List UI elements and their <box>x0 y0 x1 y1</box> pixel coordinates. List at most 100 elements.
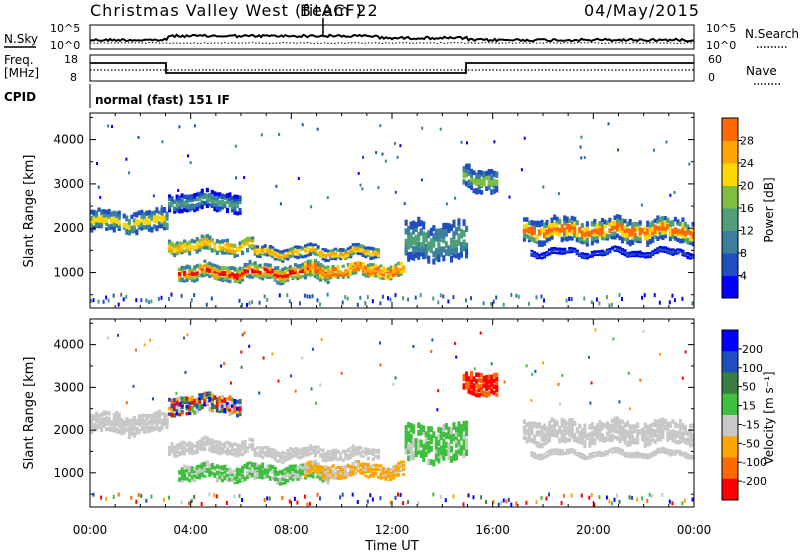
velocity-cell <box>366 451 370 455</box>
power-cell <box>356 260 360 266</box>
power-cell <box>236 268 240 274</box>
velocity-cell <box>492 390 496 396</box>
velocity-cell <box>538 430 542 437</box>
power-cell <box>321 266 325 270</box>
power-cell <box>691 227 695 232</box>
velocity-cell <box>193 449 197 453</box>
power-cell <box>678 229 683 235</box>
power-cell <box>210 296 213 301</box>
velocity-cell <box>605 425 610 430</box>
power-cell <box>691 236 695 242</box>
velocity-cell <box>472 383 476 388</box>
velocity-cell <box>213 449 217 454</box>
velocity-cell <box>663 447 667 450</box>
power-cell <box>188 276 192 281</box>
velocity-cell <box>180 451 184 456</box>
velocity-cell <box>329 468 333 472</box>
power-cell <box>480 182 484 187</box>
power-cell <box>132 221 136 226</box>
velocity-cell <box>354 466 358 470</box>
power-cell <box>444 248 448 256</box>
velocity-cell <box>658 427 662 433</box>
power-cell <box>205 187 209 193</box>
velocity-cell <box>238 474 242 478</box>
velocity-cell <box>651 422 655 427</box>
velocity-cell <box>140 493 143 498</box>
velocity-cell <box>316 469 320 473</box>
power-cell <box>253 274 257 278</box>
power-cell <box>326 251 330 255</box>
power-cell <box>477 174 481 180</box>
power-cell <box>301 255 305 259</box>
power-cell <box>190 244 194 250</box>
velocity-cell <box>459 429 464 436</box>
power-cell <box>210 189 214 195</box>
power-cell <box>588 254 592 257</box>
velocity-cell <box>666 421 670 428</box>
power-cell <box>331 255 335 259</box>
velocity-cell <box>170 412 174 418</box>
velocity-cell <box>241 478 245 483</box>
velocity-cell <box>236 471 240 476</box>
velocity-cell <box>608 499 611 504</box>
power-cell <box>208 267 212 272</box>
velocity-cell <box>301 450 305 453</box>
power-cell <box>575 253 579 256</box>
velocity-cell <box>686 453 690 455</box>
velocity-cell <box>218 446 222 450</box>
velocity-cell <box>258 450 262 454</box>
velocity-cell <box>238 408 242 412</box>
power-cell <box>568 235 572 241</box>
velocity-cell <box>646 453 650 456</box>
velocity-cell <box>208 492 211 497</box>
power-cell <box>545 232 549 238</box>
velocity-cell <box>678 428 683 433</box>
velocity-cell <box>147 420 152 425</box>
power-cell <box>392 272 396 278</box>
velocity-cell <box>198 443 202 447</box>
velocity-cell <box>225 478 230 482</box>
power-cell <box>193 279 197 283</box>
power-cell <box>301 268 305 273</box>
velocity-cell <box>465 425 469 431</box>
power-cell <box>283 254 287 258</box>
power-cell <box>676 221 680 226</box>
power-cell <box>651 225 655 232</box>
power-cell <box>188 274 192 278</box>
velocity-cell <box>195 471 199 476</box>
power-cell <box>195 197 199 202</box>
velocity-cell <box>271 453 275 456</box>
velocity-cell <box>127 426 131 431</box>
power-cell <box>291 253 295 258</box>
velocity-cell <box>339 476 343 480</box>
power-cell <box>522 228 527 233</box>
x-tick-label: 20:00 <box>576 523 611 537</box>
power-cell <box>190 203 194 209</box>
power-cell <box>276 280 280 285</box>
velocity-cell <box>459 445 464 451</box>
power-cell <box>683 254 688 257</box>
velocity-cell <box>590 454 594 457</box>
velocity-cell <box>462 373 466 380</box>
velocity-cell <box>258 472 262 476</box>
velocity-cell <box>276 471 280 475</box>
velocity-cell <box>641 455 645 458</box>
velocity-cell <box>633 424 637 429</box>
power-cell <box>535 234 539 241</box>
power-cell <box>177 189 180 192</box>
velocity-cell <box>220 399 225 403</box>
power-cell <box>525 223 529 228</box>
velocity-cell <box>454 441 459 448</box>
velocity-cell <box>616 429 620 434</box>
power-cell <box>205 272 209 277</box>
power-cell <box>261 277 265 281</box>
velocity-cell <box>470 384 474 390</box>
power-cell <box>540 257 544 260</box>
power-cell <box>663 234 667 239</box>
velocity-cell <box>678 439 683 444</box>
velocity-cell <box>618 437 622 444</box>
power-cell <box>364 301 367 306</box>
velocity-cell <box>668 451 672 454</box>
power-cell <box>125 295 128 299</box>
power-cell <box>658 247 662 250</box>
